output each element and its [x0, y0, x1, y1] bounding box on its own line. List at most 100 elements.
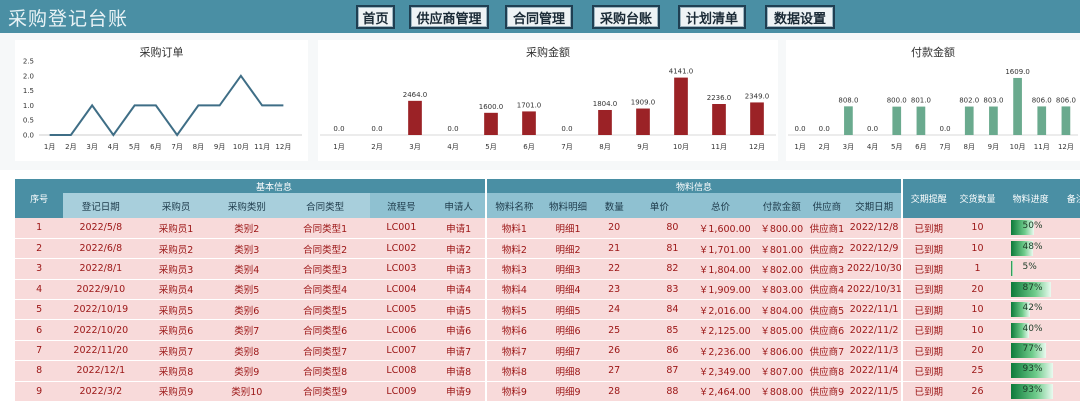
cell-row-index: 6 — [15, 319, 64, 341]
cell-delivery-reminder: 已到期 — [902, 381, 955, 402]
cell-quantity: 28 — [594, 381, 635, 402]
table-row[interactable]: 5 2022/10/19 采购员5 类别6 合同类型5 LC005 申请5 物料5 明细5 24 8… — [15, 299, 1080, 321]
cell-quantity: 26 — [594, 340, 635, 362]
data-label: 2349.0 — [745, 92, 770, 100]
cell-material-progress: 48% — [1000, 238, 1061, 260]
progress-bar-fill — [1010, 383, 1054, 399]
x-tick-label: 6月 — [523, 143, 534, 151]
bar — [522, 111, 536, 135]
title-bar: 采购登记台账 首页 供应商管理 合同管理 采购台账 计划清单 数据设置 — [0, 0, 1080, 33]
cell-remark — [1060, 258, 1080, 280]
data-label: 2464.0 — [403, 91, 428, 99]
cell-purchaser: 采购员4 — [138, 279, 214, 301]
cell-category: 类别2 — [213, 218, 280, 239]
cell-supplier: 供应商2 — [806, 238, 847, 260]
table-row[interactable]: 7 2022/11/20 采购员7 类别8 合同类型7 LC007 申请7 物料7 明细7 26 8… — [15, 340, 1080, 362]
data-label: 806.0 — [1056, 96, 1076, 104]
cell-delivered-qty: 25 — [954, 360, 1001, 382]
cell-register-date: 2022/6/8 — [63, 238, 139, 260]
bar — [964, 106, 974, 135]
data-label: 806.0 — [1032, 96, 1052, 104]
data-label: 0.0 — [867, 125, 878, 133]
cell-register-date: 2022/11/20 — [63, 340, 139, 362]
bar — [408, 100, 422, 135]
cell-row-index: 7 — [15, 340, 64, 362]
progress-text: 48% — [1022, 242, 1043, 253]
cell-row-index: 9 — [15, 381, 64, 402]
table-row[interactable]: 6 2022/10/20 采购员6 类别7 合同类型6 LC006 申请6 物料6 明细6 25 8… — [15, 319, 1080, 341]
table-row[interactable]: 3 2022/8/1 采购员3 类别4 合同类型3 LC003 申请3 物料3 明细3 22 82 ￥… — [15, 258, 1080, 280]
col-header: 单价 — [634, 193, 685, 218]
x-tick-label: 1月 — [794, 143, 805, 151]
table-row[interactable]: 8 2022/12/1 采购员8 类别9 合同类型8 LC008 申请8 物料8 明细8 27 87… — [15, 360, 1080, 382]
cell-purchaser: 采购员7 — [138, 340, 214, 362]
cell-process-no: LC006 — [370, 319, 433, 341]
col-header: 交货数量 — [954, 179, 1001, 218]
cell-material-detail: 明细5 — [541, 299, 595, 321]
col-header: 物料明细 — [541, 193, 595, 218]
cell-applicant: 申请7 — [432, 340, 487, 362]
cell-row-index: 8 — [15, 360, 64, 382]
cell-delivery-date: 2022/11/2 — [847, 319, 904, 341]
cell-delivery-reminder: 已到期 — [902, 258, 955, 280]
cell-delivered-qty: 1 — [954, 258, 1001, 280]
cell-delivery-date: 2022/10/31 — [847, 279, 904, 301]
chart-orders-svg: 采购订单 0.0 0.5 1.0 1.5 2.0 2.5 1月 2月 3月 4月 5月 6月 7月 8月 9月… — [23, 45, 302, 151]
x-tick-label: 12月 — [275, 143, 291, 151]
cell-unit-price: 80 — [634, 218, 685, 239]
cell-process-no: LC008 — [370, 360, 433, 382]
cell-material-detail: 明细3 — [541, 258, 595, 280]
nav-ledger-button[interactable]: 采购台账 — [592, 5, 660, 29]
cell-purchaser: 采购员6 — [138, 319, 214, 341]
x-tick-label: 10月 — [673, 143, 689, 151]
data-label: 0.0 — [561, 125, 572, 133]
cell-total-price: ￥1,600.00 — [684, 218, 757, 239]
progress-text: 5% — [1022, 262, 1037, 273]
cell-process-no: LC003 — [370, 258, 433, 280]
cell-category: 类别8 — [213, 340, 280, 362]
cell-category: 类别4 — [213, 258, 280, 280]
nav-home-button[interactable]: 首页 — [356, 5, 395, 29]
x-tick-label: 4月 — [108, 143, 119, 151]
cell-supplier: 供应商5 — [806, 299, 847, 321]
cell-supplier: 供应商4 — [806, 279, 847, 301]
x-tick-label: 11月 — [1034, 143, 1050, 151]
cell-delivery-date: 2022/12/8 — [847, 218, 904, 239]
col-header: 交期日期 — [847, 193, 904, 218]
bar — [1061, 106, 1071, 135]
nav-supplier-button[interactable]: 供应商管理 — [409, 5, 489, 29]
progress-bar: 5% — [1010, 261, 1057, 277]
bar — [1037, 106, 1047, 135]
cell-delivery-reminder: 已到期 — [902, 218, 955, 239]
cell-register-date: 2022/9/10 — [63, 279, 139, 301]
cell-delivery-date: 2022/11/1 — [847, 299, 904, 321]
col-header: 序号 — [15, 179, 64, 218]
cell-supplier: 供应商7 — [806, 340, 847, 362]
cell-material-name: 物料4 — [485, 279, 542, 301]
cell-material-name: 物料1 — [485, 218, 542, 239]
table-row[interactable]: 1 2022/5/8 采购员1 类别2 合同类型1 LC001 申请1 物料1 明细1 20 80 ￥… — [15, 218, 1080, 239]
y-tick-label: 2.0 — [23, 72, 34, 80]
cell-process-no: LC007 — [370, 340, 433, 362]
col-header: 采购员 — [138, 193, 214, 218]
data-label: 1909.0 — [631, 99, 656, 107]
x-tick-label: 10月 — [1010, 143, 1026, 151]
x-tick-label: 6月 — [915, 143, 926, 151]
table-row[interactable]: 2 2022/6/8 采购员2 类别3 合同类型2 LC002 申请2 物料2 明细2 21 81 ￥… — [15, 238, 1080, 260]
table-row[interactable]: 9 2022/3/2 采购员9 类别10 合同类型9 LC009 申请9 物料9 明细9 28 88… — [15, 381, 1080, 402]
x-tick-label: 7月 — [939, 143, 950, 151]
nav-contract-button[interactable]: 合同管理 — [505, 5, 573, 29]
cell-delivered-qty: 10 — [954, 218, 1001, 239]
nav-settings-button[interactable]: 数据设置 — [765, 5, 835, 29]
data-label: 800.0 — [887, 97, 907, 105]
bar — [712, 104, 726, 135]
cell-delivered-qty: 26 — [954, 381, 1001, 402]
cell-category: 类别5 — [213, 279, 280, 301]
cell-remark — [1060, 360, 1080, 382]
cell-payment-amount: ￥801.00 — [756, 238, 807, 260]
cell-material-progress: 42% — [1000, 299, 1061, 321]
table-row[interactable]: 4 2022/9/10 采购员4 类别5 合同类型4 LC004 申请4 物料4 明细4 23 83… — [15, 279, 1080, 301]
nav-plan-button[interactable]: 计划清单 — [678, 5, 746, 29]
cell-process-no: LC009 — [370, 381, 433, 402]
cell-process-no: LC001 — [370, 218, 433, 239]
